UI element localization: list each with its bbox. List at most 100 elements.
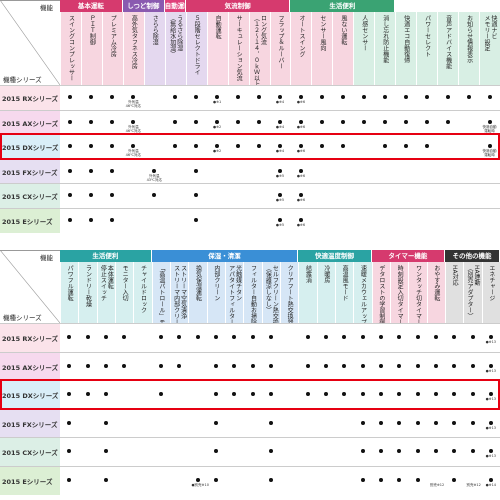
feature-dot	[250, 335, 255, 340]
feature-dot	[433, 449, 438, 454]
cell-note: ●※2	[213, 124, 222, 129]
feature-dot	[488, 477, 493, 482]
feature-dot	[424, 119, 429, 124]
feature-dot	[89, 193, 94, 198]
feature-dot	[397, 363, 402, 368]
cell-note: 外気温 43℃対応	[146, 173, 162, 182]
feature-label: HA連動 （別売アダプター）	[465, 265, 480, 319]
category-header: 自動運転	[164, 0, 185, 12]
feature-dot	[360, 392, 365, 397]
feature-label: 音声アドバイス機能	[444, 15, 452, 69]
feature-dot	[488, 363, 493, 368]
feature-dot	[433, 363, 438, 368]
feature-dot	[298, 193, 303, 198]
feature-label: 冷暖房	[322, 265, 330, 283]
feature-dot	[488, 335, 493, 340]
feature-dot	[452, 477, 457, 482]
cell-note: ●※13	[485, 425, 497, 430]
category-header: 保湿・清潔	[151, 250, 298, 262]
feature-dot	[342, 363, 347, 368]
table-row: 2015 AXシリーズ ●※2 ●※4 ●※6 外気温 46℃対応 快適自動 運転時	[0, 109, 500, 135]
feature-header: パワーセレクト	[416, 12, 438, 85]
series-label: 2015 CXシリーズ	[2, 449, 58, 458]
feature-dot	[397, 420, 402, 425]
feature-header: モニター入切	[115, 262, 134, 323]
feature-dot	[360, 335, 365, 340]
feature-dot	[397, 392, 402, 397]
feature-dot	[433, 420, 438, 425]
feature-dot	[319, 95, 324, 100]
feature-dot	[268, 335, 273, 340]
cell-note: ●※5	[275, 198, 285, 203]
feature-dot	[177, 335, 182, 340]
feature-dot	[68, 217, 73, 222]
feature-dot	[445, 95, 450, 100]
cell-note: ●※5	[275, 173, 285, 178]
series-label-cell	[0, 86, 60, 111]
series-label: 2015 DXシリーズ	[2, 392, 59, 401]
series-label: 2015 FXシリーズ	[2, 168, 58, 177]
cell-note: ●※1	[213, 100, 222, 105]
cell-note: 快適自動 運転時	[482, 124, 497, 133]
feature-header: 高外気タフネス冷房	[122, 12, 144, 85]
feature-dot	[110, 217, 115, 222]
feature-label: スイングコンプレッサー	[67, 15, 75, 81]
feature-dot	[403, 144, 408, 149]
cell-note: ●※13	[485, 454, 497, 459]
feature-dot	[319, 144, 324, 149]
feature-label: 自動運転	[214, 15, 222, 39]
feature-label: フィルター自動お掃除	[249, 265, 257, 323]
table-row: 2015 RXシリーズ ●※13	[0, 323, 500, 353]
feature-table-1: 機能機種シリーズ基本運転しつど制御自動運転気流制御生活便利スイングコンプレッサー…	[0, 0, 500, 238]
feature-dot	[378, 335, 383, 340]
feature-dot	[415, 363, 420, 368]
feature-dot	[452, 449, 457, 454]
cell-note: ●※13	[485, 368, 497, 373]
feature-dot	[194, 168, 199, 173]
feature-dot	[403, 95, 408, 100]
feature-dot	[103, 477, 108, 482]
feature-dot	[470, 420, 475, 425]
feature-dot	[122, 363, 127, 368]
feature-label: うるさら除湿 （無給水加湿）	[168, 15, 183, 57]
feature-label: 風ない運転	[339, 15, 347, 45]
feature-dot	[278, 95, 282, 100]
feature-label: オートスイング	[297, 15, 305, 57]
feature-dot	[415, 392, 420, 397]
feature-dot	[466, 95, 471, 100]
feature-label: 時刻設定入切タイマー	[396, 265, 404, 323]
feature-dot	[305, 335, 310, 340]
feature-dot	[268, 449, 273, 454]
feature-header: エネチャージ	[481, 262, 500, 323]
cell-note: ●※4	[275, 149, 285, 154]
feature-dot	[340, 119, 345, 124]
feature-dot	[470, 449, 475, 454]
series-label: 2015 CXシリーズ	[2, 193, 58, 202]
feature-header: 「高温パトロール」モード	[151, 262, 170, 323]
cell-note: ●※13	[485, 397, 497, 402]
feature-dot	[131, 119, 136, 124]
feature-label: 快適ナビ メモリー設定	[483, 15, 498, 51]
feature-dot	[122, 335, 127, 340]
feature-dot	[340, 144, 345, 149]
feature-dot	[278, 217, 282, 222]
cell-note: 別売※12	[466, 482, 481, 487]
feature-dot	[319, 119, 324, 124]
feature-dot	[397, 449, 402, 454]
feature-label: HA対応	[451, 265, 459, 286]
feature-dot	[323, 335, 328, 340]
series-label-cell	[0, 381, 60, 410]
feature-dot	[67, 335, 72, 340]
feature-header: ランドリー乾燥	[78, 262, 97, 323]
feature-dot	[213, 477, 218, 482]
feature-dot	[68, 119, 73, 124]
feature-header: HA対応	[445, 262, 464, 323]
feature-dot	[378, 392, 383, 397]
feature-dot	[378, 420, 383, 425]
feature-dot	[103, 392, 108, 397]
cell-note: 別売※12	[429, 482, 445, 487]
feature-dot	[215, 144, 220, 149]
feature-header: 結露消	[298, 262, 317, 323]
table-row: 2015 Eシリーズ ●別売※10 別売※12 別売※12 ●※14	[0, 465, 500, 495]
feature-header: 音声アドバイス機能	[437, 12, 459, 85]
